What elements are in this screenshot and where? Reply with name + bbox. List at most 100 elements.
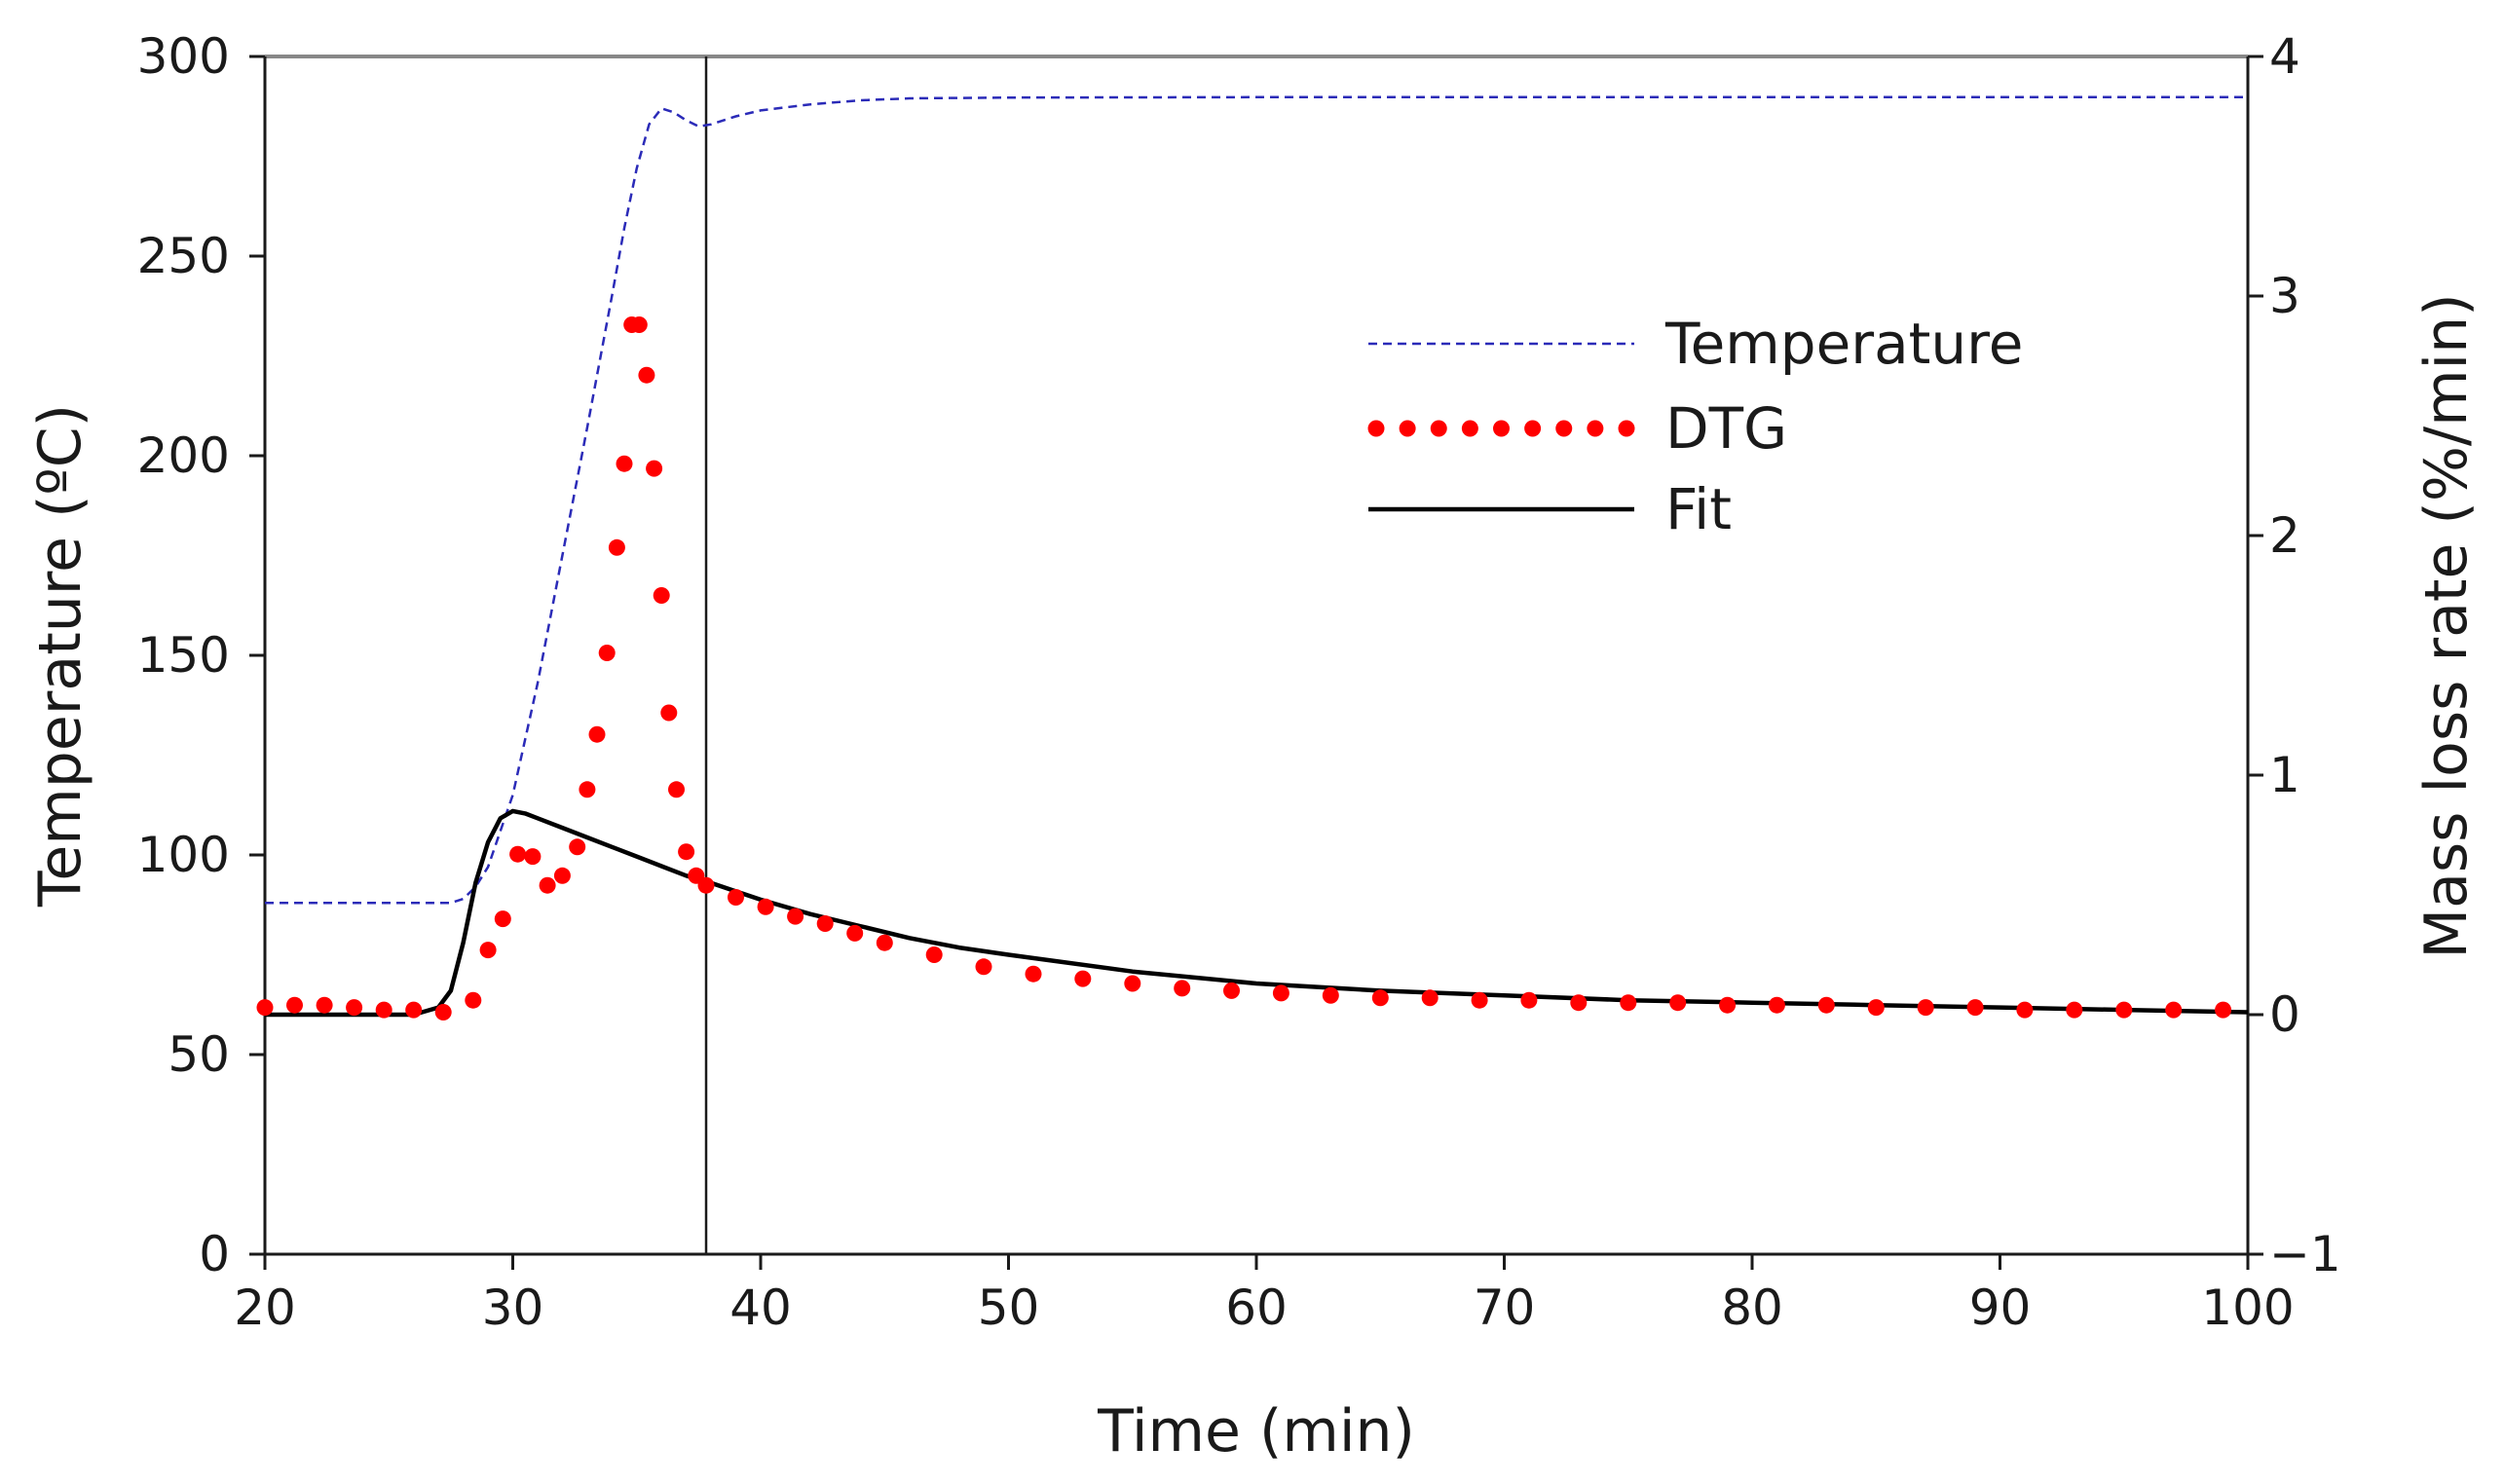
dtg-point <box>1124 975 1141 992</box>
dtg-point <box>524 848 542 866</box>
legend-label-fit: Fit <box>1665 476 1732 542</box>
legend-dtg-dot <box>1618 420 1635 437</box>
dtg-point <box>630 316 648 333</box>
x-tick-label: 30 <box>482 1280 544 1336</box>
dtg-point <box>479 942 497 959</box>
dtg-point <box>728 889 744 906</box>
x-tick-label: 20 <box>234 1280 296 1336</box>
right-y-tick-label: 3 <box>2269 268 2300 324</box>
dtg-point <box>434 1004 452 1020</box>
left-y-tick-label: 200 <box>137 427 230 484</box>
dtg-point <box>1025 965 1042 983</box>
dtg-point <box>653 587 670 604</box>
right-y-tick-label: 2 <box>2269 507 2300 564</box>
x-tick-label: 80 <box>1721 1280 1783 1336</box>
dtg-point <box>1223 982 1240 999</box>
dtg-point <box>646 460 663 477</box>
dtg-point <box>2215 1001 2232 1019</box>
legend-dtg-dot <box>1430 420 1447 437</box>
dtg-point <box>509 845 527 863</box>
dtg-point <box>1520 991 1538 1009</box>
fit-series-line <box>265 808 2249 1018</box>
right-y-tick-label: 0 <box>2269 986 2300 1043</box>
x-axis-title: Time (min) <box>1097 1397 1415 1465</box>
dtg-point <box>1074 970 1092 987</box>
dtg-point <box>668 781 685 798</box>
dtg-point <box>925 946 943 963</box>
series-layer <box>256 95 2249 1020</box>
left-y-tick-label: 0 <box>199 1226 230 1282</box>
x-tick-label: 70 <box>1474 1280 1536 1336</box>
right-y-tick-label: 1 <box>2269 747 2300 803</box>
dtg-point <box>1371 989 1389 1007</box>
left-y-axis-title: Temperature (ºC) <box>26 404 94 908</box>
dtg-point <box>465 991 482 1009</box>
dtg-point <box>678 843 695 861</box>
left-y-tick-label: 300 <box>137 28 230 85</box>
dtg-point <box>1669 994 1687 1012</box>
dtg-point <box>346 999 363 1017</box>
left-y-tick-label: 150 <box>137 627 230 684</box>
dtg-point <box>553 867 571 884</box>
legend-dtg-dot <box>1367 420 1385 437</box>
dtg-point <box>975 958 992 976</box>
dtg-point <box>1620 994 1637 1012</box>
dtg-point <box>316 996 333 1014</box>
dtg-point <box>1867 999 1885 1017</box>
dtg-point <box>876 934 893 951</box>
dtg-point <box>569 838 586 856</box>
dtg-point <box>405 1001 423 1019</box>
legend-dtg-dot <box>1524 420 1542 437</box>
dtg-point <box>1570 994 1588 1012</box>
dtg-point <box>846 924 864 942</box>
right-y-tick-label: 4 <box>2269 28 2300 85</box>
x-tick-label: 60 <box>1225 1280 1288 1336</box>
dtg-point <box>588 725 606 743</box>
dtg-point <box>608 538 625 556</box>
legend-dtg-dot <box>1461 420 1478 437</box>
dtg-point <box>1174 980 1191 997</box>
dtg-point <box>256 999 274 1017</box>
dtg-point <box>2165 1001 2183 1019</box>
dtg-point <box>1768 996 1785 1014</box>
legend-label-temperature: Temperature <box>1664 311 2023 377</box>
dtg-point <box>286 996 303 1014</box>
dtg-point <box>1421 989 1439 1007</box>
dtg-point <box>2016 1001 2034 1019</box>
right-y-tick-label: −1 <box>2269 1226 2341 1282</box>
x-tick-label: 40 <box>729 1280 792 1336</box>
dtg-point <box>1966 999 1984 1017</box>
dtg-point <box>2066 1001 2083 1019</box>
dtg-point <box>1817 996 1835 1014</box>
dtg-point <box>1471 991 1488 1009</box>
x-tick-label: 50 <box>978 1280 1040 1336</box>
legend-label-dtg: DTG <box>1665 395 1787 462</box>
dtg-point <box>539 876 556 894</box>
dtg-point <box>616 455 633 472</box>
dtg-point <box>1917 999 1934 1017</box>
dtg-point <box>2115 1001 2133 1019</box>
dtg-point <box>816 915 834 932</box>
dtg-point <box>660 704 678 722</box>
left-y-tick-label: 50 <box>168 1026 230 1083</box>
legend-dtg-dot <box>1555 420 1573 437</box>
legend-dtg-dot <box>1399 420 1416 437</box>
legend-dtg-dot <box>1587 420 1604 437</box>
legend: Temperature DTG Fit <box>1367 311 2023 542</box>
left-y-tick-label: 250 <box>137 228 230 284</box>
x-tick-label: 90 <box>1969 1280 2032 1336</box>
legend-swatch-dtg <box>1367 420 1635 437</box>
dtg-point <box>787 908 804 925</box>
x-tick-label: 100 <box>2201 1280 2294 1336</box>
dtg-point <box>494 910 511 928</box>
dtg-point <box>1272 984 1289 1002</box>
dtg-point <box>375 1001 392 1019</box>
dtg-point <box>757 898 774 915</box>
dtg-point <box>638 366 655 384</box>
legend-dtg-dot <box>1493 420 1510 437</box>
ticks: 20 30 40 50 60 70 80 90 100 0 50 100 150 200 250 300 −1 0… <box>137 28 2341 1336</box>
right-y-axis-title: Mass loss rate (%/min) <box>2412 293 2481 958</box>
dtg-point <box>579 781 596 798</box>
dtg-point <box>1719 996 1737 1014</box>
